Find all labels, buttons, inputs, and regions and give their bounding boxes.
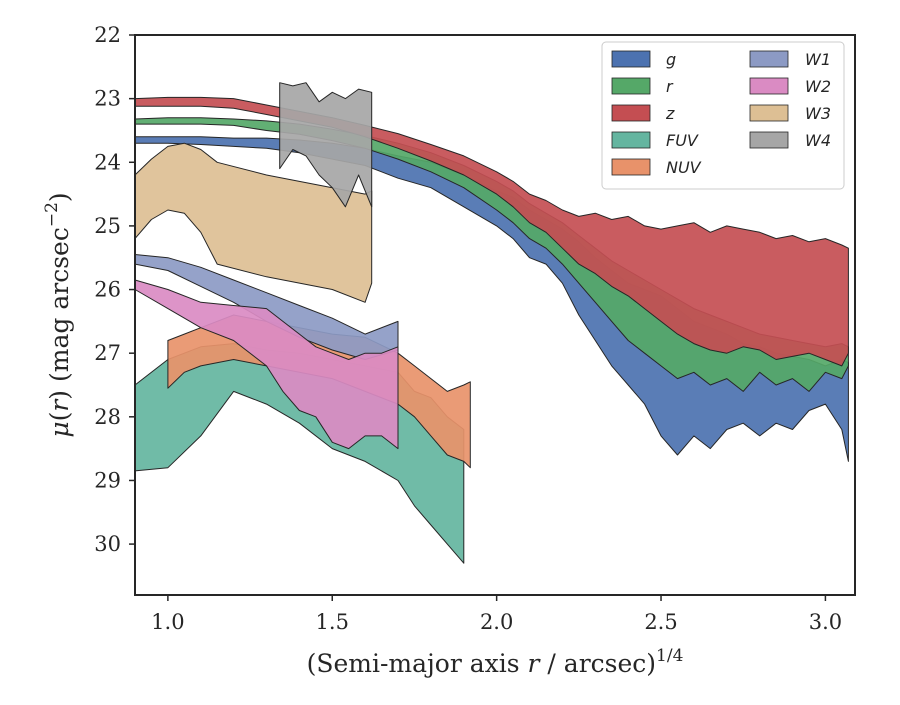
legend-swatch-w4 (749, 131, 789, 149)
y-tick-label: 30 (94, 532, 121, 556)
legend-swatch-w1 (749, 50, 789, 68)
x-axis-label: (Semi-major axis r / arcsec)1/4 (307, 646, 684, 678)
legend-swatch-g (611, 50, 651, 68)
legend-entry-w4: W4 (749, 131, 831, 150)
legend-entry-z: z (611, 104, 675, 123)
legend-swatch-nuv (611, 158, 651, 176)
legend-label-nuv: NUV (666, 158, 702, 177)
legend: g r z FUV NUV W1 W2 W3 (601, 41, 845, 190)
legend-entry-nuv: NUV (611, 158, 702, 177)
series-layer (134, 82, 849, 564)
legend-swatch-fuv (611, 131, 651, 149)
x-axis-ticks: 1.0 1.5 2.0 2.5 3.0 (151, 595, 842, 634)
band-w3 (134, 142, 373, 303)
legend-entry-fuv: FUV (611, 131, 699, 150)
y-tick-label: 25 (94, 214, 121, 238)
legend-label-w4: W4 (805, 131, 831, 150)
band-z (134, 96, 849, 367)
legend-swatch-z (611, 104, 651, 122)
band-w2 (134, 279, 399, 450)
legend-entry-w1: W1 (749, 50, 831, 69)
legend-swatch-r (611, 77, 651, 95)
band-w4 (279, 82, 373, 208)
x-tick-label: 2.5 (644, 610, 677, 634)
y-tick-label: 28 (94, 405, 121, 429)
y-axis-ticks: 22 23 24 25 26 27 28 29 30 (94, 23, 135, 556)
x-tick-label: 1.5 (316, 610, 349, 634)
x-tick-label: 2.0 (480, 610, 513, 634)
legend-label-w2: W2 (805, 77, 831, 96)
y-tick-label: 26 (94, 278, 121, 302)
y-tick-label: 29 (94, 468, 121, 492)
y-axis-label: μ(r) (mag arcsec−2) (42, 192, 74, 437)
legend-swatch-w3 (749, 104, 789, 122)
legend-entry-w3: W3 (749, 104, 831, 123)
plot-frame (134, 34, 856, 596)
legend-label-r: r (666, 77, 674, 96)
legend-swatch-w2 (749, 77, 789, 95)
y-tick-label: 27 (94, 341, 121, 365)
y-tick-label: 22 (94, 23, 121, 47)
legend-label-w3: W3 (805, 104, 831, 123)
legend-label-g: g (666, 50, 676, 69)
x-tick-label: 1.0 (151, 610, 184, 634)
legend-entry-r: r (611, 77, 674, 96)
y-tick-label: 23 (94, 87, 121, 111)
y-tick-label: 24 (94, 150, 121, 174)
legend-label-w1: W1 (805, 50, 831, 69)
x-tick-label: 3.0 (809, 610, 842, 634)
legend-label-fuv: FUV (666, 131, 699, 150)
legend-entry-g: g (611, 50, 676, 69)
legend-entry-w2: W2 (749, 77, 831, 96)
legend-label-z: z (665, 104, 675, 123)
